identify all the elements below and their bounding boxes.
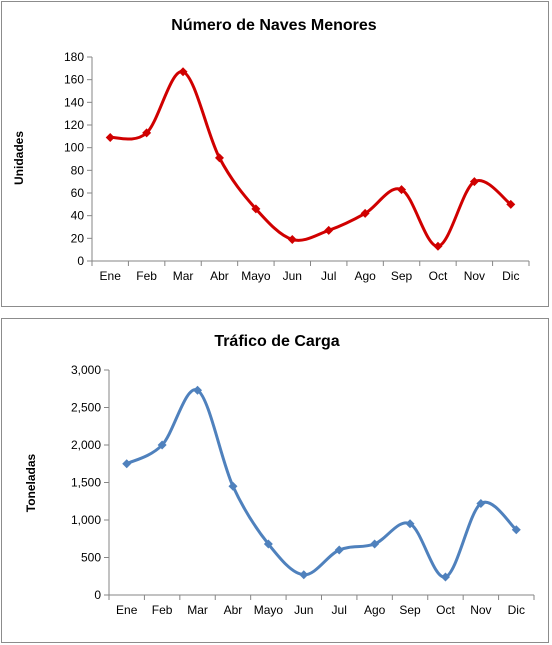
series-line <box>126 388 518 579</box>
x-tick-label: Jul <box>332 603 347 617</box>
x-tick-label: Abr <box>224 603 243 617</box>
data-point <box>105 132 115 142</box>
y-tick-label: 180 <box>64 50 84 64</box>
x-tick-label: Oct <box>429 269 448 283</box>
data-point <box>370 539 380 549</box>
x-tick-label: Mar <box>173 269 194 283</box>
y-tick-label: 1,500 <box>71 476 101 490</box>
x-tick-label: Ago <box>354 269 376 283</box>
data-point <box>193 385 203 395</box>
data-point <box>263 539 273 549</box>
x-tick-label: Abr <box>210 269 229 283</box>
data-point <box>476 499 486 508</box>
data-point <box>214 153 224 163</box>
x-tick-label: Ago <box>364 603 386 617</box>
y-axis-label: Toneladas <box>24 453 38 512</box>
data-point <box>334 545 344 555</box>
x-tick-label: Sep <box>391 269 413 283</box>
data-point <box>506 199 516 209</box>
y-tick-label: 60 <box>71 186 85 200</box>
x-tick-label: Oct <box>436 603 455 617</box>
data-point <box>397 185 407 195</box>
y-tick-label: 2,000 <box>71 438 101 452</box>
data-point <box>324 225 334 235</box>
series-line <box>110 70 512 248</box>
x-tick-label: Dic <box>502 269 519 283</box>
x-tick-label: Mar <box>187 603 208 617</box>
y-tick-label: 3,000 <box>71 363 101 377</box>
data-point <box>287 234 297 244</box>
data-point <box>142 128 152 138</box>
x-tick-label: Ene <box>100 269 122 283</box>
x-tick-label: Feb <box>136 269 157 283</box>
x-tick-label: Ene <box>116 603 138 617</box>
chart-panel-naves: Número de Naves Menores Unidades 0 20 40 60… <box>1 1 549 307</box>
x-tick-label: Sep <box>399 603 421 617</box>
y-tick-label: 140 <box>64 95 84 109</box>
chart-trafico-carga: Tráfico de Carga Toneladas 0 500 1,000 1,50… <box>24 333 535 617</box>
data-point <box>405 519 415 529</box>
y-tick-label: 0 <box>94 588 101 602</box>
chart-title: Tráfico de Carga <box>214 333 339 350</box>
data-point <box>360 208 370 218</box>
y-tick-label: 100 <box>64 141 84 155</box>
y-tick-label: 0 <box>77 254 84 268</box>
x-tick-label: Jun <box>294 603 313 617</box>
data-point <box>228 481 238 491</box>
x-tick-label: Jun <box>283 269 302 283</box>
y-tick-label: 120 <box>64 118 84 132</box>
y-tick-label: 500 <box>81 551 101 565</box>
data-point <box>440 572 450 582</box>
y-tick-label: 160 <box>64 73 84 87</box>
data-point <box>157 440 167 450</box>
x-tick-label: Nov <box>470 603 491 617</box>
y-axis-label: Unidades <box>12 131 26 185</box>
data-point <box>178 67 188 77</box>
chart-title: Número de Naves Menores <box>171 17 377 34</box>
y-tick-label: 1,000 <box>71 513 101 527</box>
y-tick-label: 40 <box>71 209 85 223</box>
x-tick-label: Jul <box>321 269 336 283</box>
x-tick-label: Feb <box>152 603 173 617</box>
x-tick-label: Nov <box>464 269 485 283</box>
data-point <box>299 570 309 580</box>
y-tick-label: 2,500 <box>71 401 101 415</box>
x-tick-label: Mayo <box>241 269 271 283</box>
chart-panel-carga: Tráfico de Carga Toneladas 0 500 1,000 1,50… <box>1 318 549 643</box>
data-point <box>122 459 132 469</box>
y-tick-label: 80 <box>71 163 85 177</box>
x-tick-label: Mayo <box>254 603 284 617</box>
data-point <box>433 241 443 251</box>
data-point <box>511 525 521 535</box>
y-tick-label: 20 <box>71 231 85 245</box>
data-point <box>469 177 479 187</box>
x-tick-label: Dic <box>508 603 525 617</box>
chart-naves-menores: Número de Naves Menores Unidades 0 20 40 60… <box>12 17 530 283</box>
data-point <box>251 204 261 214</box>
